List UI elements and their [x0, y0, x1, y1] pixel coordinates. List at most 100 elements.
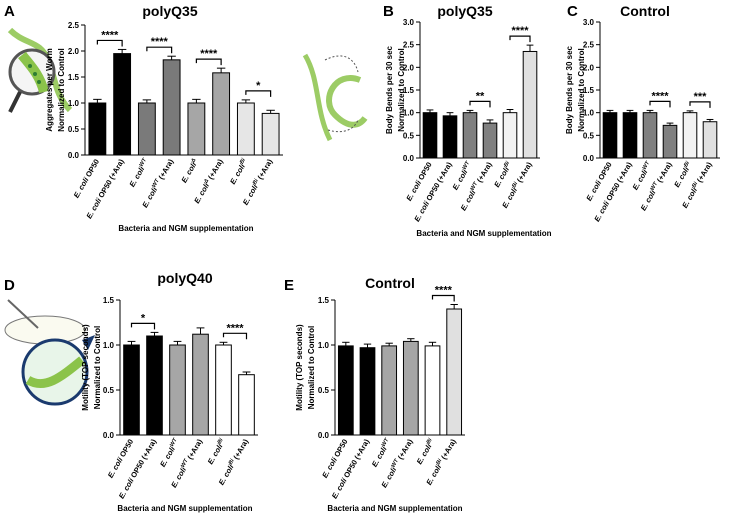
bar: [261, 112, 280, 156]
category-name: E. coli: [158, 444, 177, 468]
chart-title: Control: [620, 3, 670, 19]
category-suffix: (+Ara): [695, 160, 714, 184]
category-suffix: (+Ara): [655, 160, 674, 184]
panel-letter: C: [567, 3, 578, 20]
y-tick-label: 0.0: [68, 151, 80, 160]
x-tick-label: E. coliWT: [127, 157, 150, 189]
bar: [622, 112, 638, 159]
category-name: E. coli: [492, 164, 511, 188]
y-axis-label: Normalized to Control: [577, 48, 586, 132]
y-tick-label: 2.0: [583, 63, 595, 72]
y-tick-label: 2.5: [403, 41, 415, 50]
y-tick-label: 1.5: [103, 296, 115, 305]
category-superscript: Δ: [190, 157, 198, 164]
bar: [381, 345, 398, 436]
bar: [137, 102, 156, 156]
x-tick-label: E. coliBi: [672, 160, 694, 189]
category-name: E. coli: [330, 476, 349, 500]
bar: [502, 112, 518, 159]
category-name: E. coli: [106, 455, 125, 479]
panel-letter: E: [284, 277, 294, 294]
y-tick-label: 1.0: [68, 99, 80, 108]
x-axis-label: Bacteria and NGM supplementation: [117, 504, 252, 513]
x-axis-label: Bacteria and NGM supplementation: [416, 229, 551, 238]
y-tick-label: 1.0: [318, 341, 330, 350]
x-tick-label: E. coliBi: [492, 160, 514, 189]
y-axis-label: Motility (TOP seconds): [295, 324, 304, 411]
category-suffix: (+Ara): [206, 157, 225, 181]
y-axis-label: Normalized to Control: [307, 326, 316, 410]
bar: [402, 340, 419, 436]
bar: [522, 50, 538, 159]
category-name: E. coli: [84, 196, 103, 220]
category-name: E. coli: [459, 188, 478, 212]
significance-bracket: [689, 101, 711, 108]
category-name: E. coli: [241, 182, 260, 206]
y-tick-label: 0.5: [103, 386, 115, 395]
category-suffix: (+Ara): [475, 160, 494, 184]
significance-bracket: [509, 35, 531, 43]
significance-bracket: [146, 46, 173, 54]
category-superscript: Bi: [435, 458, 443, 466]
y-tick-label: 0.0: [403, 154, 415, 163]
bar: [702, 121, 718, 159]
chart-title: polyQ35: [437, 3, 492, 19]
category-name: E. coli: [592, 199, 611, 223]
category-name: E. coli: [192, 181, 211, 205]
category-superscript: Bi: [217, 437, 225, 445]
x-axis-label: Bacteria and NGM supplementation: [327, 504, 462, 513]
significance-bracket: [649, 100, 671, 108]
category-superscript: WT: [642, 160, 652, 171]
category-name: E. coli: [415, 441, 434, 465]
bar: [602, 112, 618, 159]
category-suffix: OP50: [84, 158, 101, 179]
category-superscript: WT: [151, 178, 161, 189]
y-tick-label: 2.0: [403, 63, 415, 72]
category-name: E. coli: [228, 161, 247, 185]
category-name: E. coli: [631, 167, 650, 191]
x-tick-label: E. coliΔ: [179, 157, 200, 184]
bar: [662, 124, 678, 159]
y-axis-label: Normalized to Control: [57, 48, 66, 132]
category-superscript: WT: [391, 458, 401, 469]
x-tick-label: E. coliBi: [206, 437, 228, 466]
bar: [236, 102, 255, 156]
bar: [169, 344, 186, 436]
bar: [424, 345, 441, 436]
x-axis-label: Bacteria and NGM supplementation: [118, 224, 253, 233]
category-suffix: (+Ara): [396, 437, 415, 461]
x-tick-label: E. coliBi: [228, 157, 250, 186]
category-superscript: WT: [139, 157, 149, 168]
significance-label: ****: [226, 322, 244, 334]
y-axis-label: Normalized to Control: [397, 48, 406, 132]
category-name: E. coli: [672, 164, 691, 188]
category-suffix: (+Ara): [515, 160, 534, 184]
category-superscript: Bi: [511, 181, 519, 189]
x-tick-label: E. coliBi(+Ara): [241, 157, 275, 207]
significance-label: ***: [694, 91, 708, 103]
illustration-plate: [4, 299, 95, 406]
category-name: E. coli: [680, 185, 699, 209]
category-name: E. coli: [404, 178, 423, 202]
y-tick-label: 0.5: [68, 125, 80, 134]
category-superscript: Bi: [239, 157, 247, 165]
x-tick-label: E. coliWT(+Ara): [140, 157, 175, 209]
illustration-magnifier: [7, 27, 73, 113]
category-name: E. coli: [370, 444, 389, 468]
x-tick-label: E. coliBi: [415, 437, 437, 466]
significance-bracket: [130, 322, 156, 330]
category-name: E. coli: [500, 185, 519, 209]
category-suffix: OP50: [596, 161, 613, 182]
category-superscript: WT: [462, 160, 472, 171]
category-name: E. coli: [379, 465, 398, 489]
bar: [446, 308, 463, 436]
significance-label: ****: [651, 90, 669, 102]
x-tick-label: E. coliWT: [158, 437, 181, 469]
bar: [113, 53, 132, 156]
category-name: E. coli: [584, 178, 603, 202]
bar: [215, 344, 232, 436]
y-tick-label: 1.5: [68, 73, 80, 82]
panel-letter: D: [4, 277, 15, 294]
category-superscript: WT: [381, 437, 391, 448]
